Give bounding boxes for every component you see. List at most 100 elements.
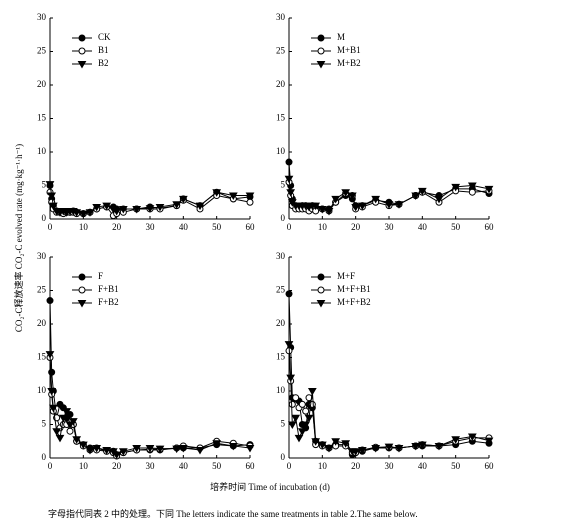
- y-tick-label: 25: [37, 46, 47, 56]
- marker: [145, 205, 155, 213]
- legend-marker: [317, 273, 325, 281]
- marker: [307, 388, 317, 396]
- marker: [341, 189, 351, 197]
- marker: [72, 436, 82, 444]
- y-tick-label: 5: [42, 180, 47, 190]
- legend-marker: [78, 47, 86, 55]
- legend-label: M+F+B1: [337, 284, 371, 294]
- y-tick-label: 30: [37, 12, 47, 22]
- caption: 字母指代同表 2 中的处理。下同 The letters indicate th…: [48, 508, 418, 519]
- marker: [302, 407, 310, 415]
- marker: [341, 440, 351, 448]
- x-tick-label: 50: [451, 461, 461, 471]
- marker: [384, 443, 394, 452]
- marker: [58, 414, 68, 423]
- y-tick-label: 10: [276, 385, 286, 395]
- marker: [85, 209, 95, 217]
- y-tick-label: 25: [276, 46, 286, 56]
- marker: [467, 433, 477, 442]
- marker: [434, 195, 444, 204]
- x-tick-label: 30: [146, 461, 156, 471]
- legend-label: M: [337, 32, 345, 42]
- marker: [172, 201, 182, 209]
- marker: [228, 442, 238, 451]
- marker: [484, 185, 494, 194]
- marker: [195, 202, 205, 211]
- marker: [155, 203, 165, 212]
- legend-marker: [316, 300, 326, 308]
- marker: [331, 195, 341, 204]
- legend-marker: [78, 34, 86, 42]
- marker: [286, 374, 296, 383]
- marker: [311, 202, 321, 211]
- marker: [301, 421, 311, 429]
- legend-label: B2: [98, 58, 109, 68]
- marker: [112, 207, 122, 216]
- marker: [347, 192, 357, 201]
- marker: [46, 297, 54, 305]
- marker: [284, 341, 294, 349]
- marker: [417, 187, 427, 196]
- marker: [78, 210, 88, 219]
- y-tick-label: 10: [276, 146, 286, 156]
- x-tick-label: 50: [212, 222, 222, 232]
- marker: [311, 438, 321, 446]
- marker: [52, 428, 62, 436]
- marker: [384, 201, 394, 209]
- marker: [317, 205, 327, 214]
- y-tick-label: 5: [281, 180, 286, 190]
- marker: [351, 203, 361, 212]
- y-tick-label: 15: [37, 113, 47, 123]
- marker: [47, 388, 57, 396]
- marker: [48, 368, 56, 376]
- marker: [451, 183, 461, 192]
- x-tick-label: 0: [48, 461, 53, 471]
- x-tick-label: 40: [418, 461, 428, 471]
- marker: [195, 446, 205, 455]
- marker: [331, 438, 341, 446]
- y-tick-label: 5: [42, 419, 47, 429]
- series-line: [49, 300, 251, 456]
- marker: [371, 444, 381, 453]
- marker: [155, 445, 165, 454]
- series-line: [288, 344, 490, 452]
- x-tick-label: 20: [112, 461, 122, 471]
- y-tick-label: 15: [37, 352, 47, 362]
- legend-label: M+F+B2: [337, 297, 371, 307]
- y-tick-label: 20: [276, 79, 286, 89]
- legend-marker: [317, 286, 325, 294]
- x-axis-label: 培养时间 Time of incubation (d): [210, 481, 330, 492]
- marker: [288, 400, 296, 408]
- legend-label: B1: [98, 45, 109, 55]
- marker: [417, 441, 427, 450]
- x-tick-label: 30: [385, 461, 395, 471]
- marker: [102, 446, 112, 455]
- x-tick-label: 50: [212, 461, 222, 471]
- marker: [285, 158, 293, 166]
- marker: [245, 444, 255, 453]
- x-tick-label: 40: [179, 461, 189, 471]
- x-tick-label: 60: [246, 222, 256, 232]
- marker: [48, 404, 58, 413]
- y-tick-label: 0: [42, 213, 47, 223]
- y-tick-label: 0: [281, 213, 286, 223]
- marker: [212, 440, 222, 448]
- marker: [66, 427, 74, 435]
- y-tick-label: 5: [281, 419, 286, 429]
- marker: [132, 444, 142, 453]
- x-tick-label: 10: [318, 222, 328, 232]
- x-tick-label: 30: [146, 222, 156, 232]
- marker: [178, 444, 188, 453]
- marker: [298, 400, 306, 408]
- marker: [294, 434, 304, 443]
- marker: [118, 448, 128, 456]
- marker: [371, 195, 381, 204]
- series-line: [288, 293, 490, 456]
- legend-marker: [78, 286, 86, 294]
- marker: [47, 192, 57, 201]
- marker: [285, 290, 293, 298]
- x-tick-label: 0: [287, 222, 292, 232]
- x-tick-label: 40: [418, 222, 428, 232]
- legend-marker: [316, 61, 326, 69]
